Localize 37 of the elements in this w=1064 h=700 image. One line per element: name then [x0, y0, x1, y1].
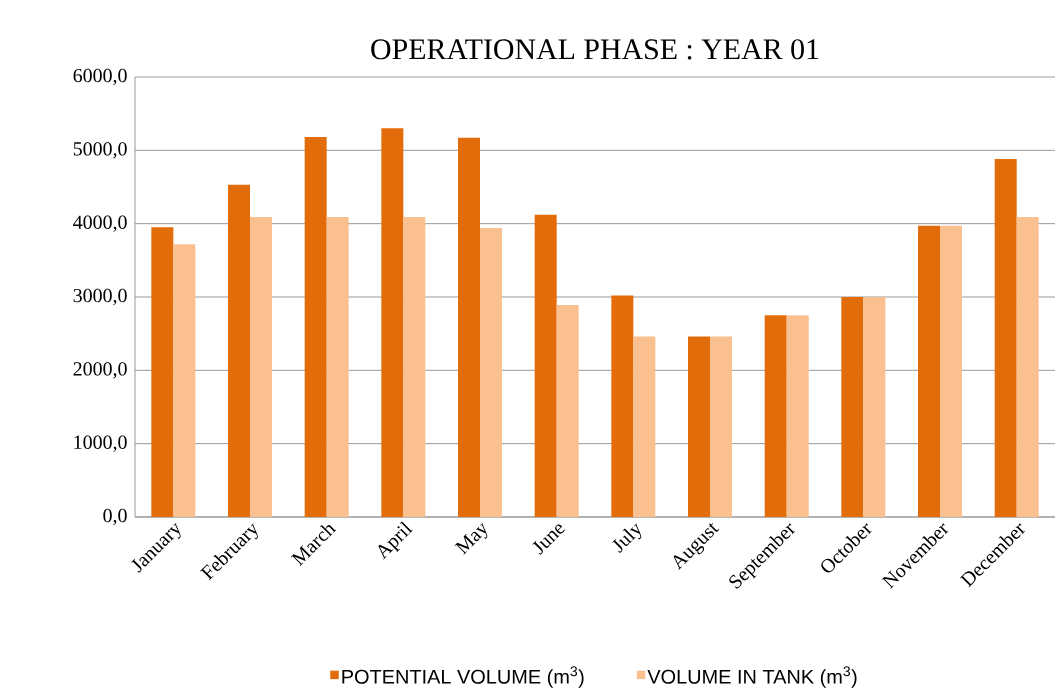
bar	[764, 315, 787, 517]
bar	[228, 184, 251, 517]
bar	[611, 295, 634, 517]
y-tick-label: 1000,0	[74, 435, 127, 452]
legend-label: POTENTIAL VOLUME (m$^{3}$)	[342, 666, 584, 688]
bar	[151, 227, 174, 517]
bar	[326, 217, 349, 517]
bar	[633, 336, 656, 517]
bar	[940, 225, 963, 517]
bar	[994, 159, 1017, 517]
y-tick-label: 6000,0	[73, 68, 127, 86]
bar	[250, 217, 273, 517]
bar	[381, 128, 404, 517]
y-tick-label: 0,0	[103, 508, 127, 526]
bar	[403, 217, 426, 517]
bar	[688, 336, 711, 517]
bar	[1016, 217, 1039, 517]
chart-title: OPERATIONAL PHASE : YEAR 01	[371, 39, 819, 60]
bar	[556, 305, 579, 517]
x-tick-label: June	[532, 524, 565, 555]
bar	[304, 137, 327, 517]
bar	[458, 137, 481, 517]
bar	[534, 214, 557, 517]
y-tick-label: 3000,0	[73, 288, 127, 306]
x-tick-label: May	[454, 522, 488, 555]
bar	[863, 296, 886, 517]
bar	[786, 315, 809, 517]
y-tick-label: 2000,0	[73, 362, 127, 379]
y-tick-label: 4000,0	[73, 215, 127, 232]
bar	[480, 228, 503, 517]
bar	[918, 225, 941, 517]
legend-label: VOLUME IN TANK (m$^{3}$)	[647, 666, 857, 688]
x-tick-label: July	[612, 523, 642, 553]
bar	[173, 244, 196, 517]
bar	[841, 296, 864, 517]
bar	[710, 336, 733, 517]
y-tick-label: 5000,0	[73, 142, 127, 159]
